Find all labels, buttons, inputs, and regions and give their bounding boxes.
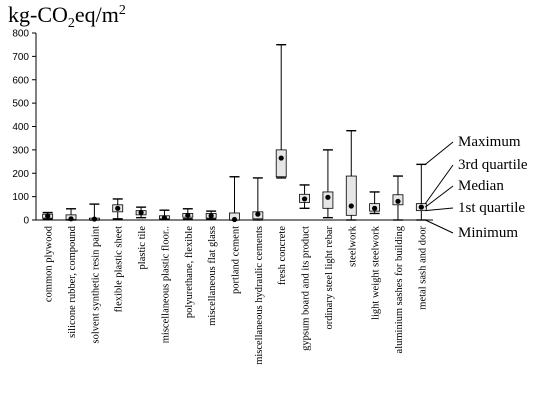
median-dot [91, 216, 97, 222]
median-dot [301, 196, 308, 202]
box-0 [42, 211, 54, 220]
y-tick-label: 100 [12, 192, 29, 203]
median-dot [138, 209, 144, 216]
median-dot [161, 215, 168, 221]
box-8 [229, 176, 240, 223]
legend-maximum-pointer [425, 141, 454, 165]
y-unit-label: kg-CO2eq/m2 [8, 2, 126, 31]
legend-minimum-label: Minimum [458, 225, 518, 241]
y-unit-mid: eq/m [75, 2, 119, 27]
y-tick-label: 800 [12, 29, 29, 40]
y-tick-label: 300 [12, 145, 29, 156]
x-tick-label: light weight steelwork [371, 225, 382, 320]
iqr-box [275, 149, 287, 178]
y-unit-base: kg-CO [8, 2, 68, 27]
x-tick-label: metal sash and door [417, 225, 428, 309]
axes: 0 100 200 300 400 500 600 700 800 [12, 29, 433, 227]
median-dot [208, 213, 214, 219]
y-tick-label: 500 [12, 99, 29, 110]
x-tick-label: flexible plastic sheet [114, 226, 125, 312]
boxes [42, 43, 427, 223]
box-11 [299, 184, 310, 210]
x-tick-label: silicone rubber, compound [67, 225, 78, 338]
x-tick-label: gypsum board and its product [301, 226, 312, 351]
x-tick-label: fresh concrete [277, 226, 288, 286]
box-2 [88, 203, 100, 222]
box-1 [65, 208, 77, 222]
median-dot [255, 211, 261, 217]
median-dot [372, 205, 378, 211]
box-3 [112, 198, 124, 220]
y-tick-label: 700 [12, 52, 29, 63]
box-10 [275, 43, 287, 179]
iqr-box [322, 191, 334, 209]
box-12 [322, 149, 334, 219]
legend-3rd-quartile-pointer [424, 164, 454, 204]
legend-median-pointer [425, 185, 454, 208]
median-dot [115, 205, 121, 211]
box-15 [392, 175, 404, 221]
median-dot [231, 216, 238, 223]
box-7 [205, 210, 217, 220]
legend-1st-quartile-label: 1st quartile [458, 200, 525, 216]
y-unit-superscript: 2 [119, 3, 126, 18]
box-13 [345, 130, 357, 221]
x-tick-label: polyurethane, flexible [184, 226, 195, 318]
box-14 [369, 191, 381, 215]
median-dot [68, 216, 74, 222]
y-tick-label: 400 [12, 122, 29, 133]
x-tick-label: portland cement [231, 226, 242, 294]
x-tick-label: steelwork [347, 225, 358, 267]
box-4 [135, 206, 147, 219]
x-tick-label: miscellaneous hydraulic cements [254, 226, 265, 365]
x-tick-label: miscellaneous flat glass [207, 226, 218, 326]
iqr-box [345, 175, 357, 216]
box-16 [415, 163, 427, 221]
median-dot [185, 212, 191, 218]
box-5 [159, 209, 170, 221]
y-tick-label: 200 [12, 169, 29, 180]
legend-1st-quartile-pointer [425, 207, 454, 212]
median-dot [278, 155, 284, 161]
median-dot [348, 203, 354, 209]
x-tick-labels: common plywood silicone rubber, compound s… [44, 225, 429, 365]
x-tick-label: miscellaneous plastic floor.. [160, 226, 171, 343]
box-6 [182, 208, 194, 220]
y-unit-subscript: 2 [68, 16, 75, 31]
legend-median-label: Median [458, 178, 504, 194]
x-tick-label: aluminium sashes for building [394, 225, 405, 353]
median-dot [395, 198, 401, 204]
legend-minimum-pointer [425, 219, 454, 234]
y-tick-label: 0 [23, 216, 29, 227]
median-dot [418, 204, 424, 210]
legend-3rd-quartile-label: 3rd quartile [458, 157, 528, 173]
legend-maximum-label: Maximum [458, 134, 521, 150]
y-tick-label: 600 [12, 75, 29, 86]
x-tick-label: ordinary steel light rebar [324, 226, 335, 330]
box-9 [252, 177, 264, 221]
median-dot [45, 213, 51, 219]
median-dot [325, 194, 331, 200]
x-tick-label: solvent synthetic resin paint [90, 226, 101, 344]
x-tick-label: common plywood [44, 225, 55, 302]
x-tick-label: plastic tile [137, 226, 148, 270]
legend: Maximum 3rd quartile Median 1st quartile Min… [424, 134, 528, 241]
